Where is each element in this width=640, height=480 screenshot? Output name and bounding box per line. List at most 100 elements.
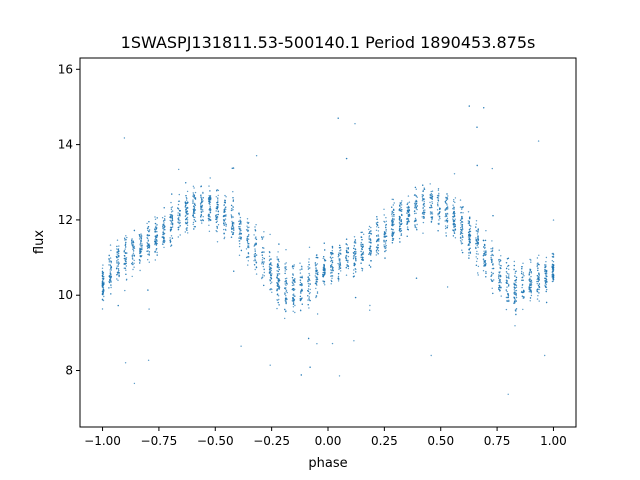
data-point <box>329 256 332 258</box>
data-point <box>530 280 533 282</box>
data-point <box>209 177 211 179</box>
data-point <box>276 256 278 258</box>
data-point <box>429 196 431 198</box>
data-point <box>316 278 319 281</box>
data-point <box>308 261 310 263</box>
data-point <box>369 250 371 252</box>
data-point <box>209 198 211 201</box>
data-point <box>446 215 448 217</box>
data-point <box>316 313 319 315</box>
data-point <box>156 235 158 237</box>
data-point <box>232 225 234 227</box>
data-point <box>453 208 455 210</box>
data-point <box>284 281 286 283</box>
data-point <box>193 187 195 189</box>
data-point <box>202 192 204 194</box>
data-point <box>490 271 493 274</box>
data-point <box>278 278 280 280</box>
data-point <box>101 283 104 285</box>
data-point <box>383 236 385 238</box>
data-point <box>545 273 547 275</box>
data-point <box>123 255 126 257</box>
data-point <box>208 195 210 197</box>
data-point <box>490 261 493 264</box>
data-point <box>124 243 127 245</box>
data-point <box>208 185 210 187</box>
data-point <box>384 232 387 234</box>
data-point <box>285 287 287 289</box>
data-point <box>346 247 348 249</box>
data-point <box>238 212 240 214</box>
data-point <box>476 244 478 247</box>
data-point <box>101 272 104 275</box>
data-point <box>392 229 394 231</box>
data-point <box>123 249 126 252</box>
data-point <box>462 212 464 214</box>
data-point <box>309 292 311 294</box>
data-point <box>530 259 532 261</box>
data-point <box>124 252 127 254</box>
data-point <box>482 258 485 260</box>
data-point <box>233 229 235 231</box>
data-point <box>468 234 470 236</box>
data-point <box>291 266 294 268</box>
data-point <box>415 188 417 190</box>
data-point <box>515 281 517 283</box>
data-point <box>223 222 225 225</box>
data-point <box>209 195 212 197</box>
data-point <box>421 196 424 198</box>
data-point <box>270 274 273 277</box>
data-point <box>154 222 157 225</box>
data-point <box>110 260 112 263</box>
data-point <box>192 193 195 195</box>
data-point <box>477 253 479 255</box>
data-point <box>247 227 249 229</box>
data-point <box>398 229 401 232</box>
data-point <box>331 252 333 254</box>
data-point <box>391 219 393 221</box>
data-point <box>347 259 349 262</box>
data-point <box>125 241 127 244</box>
data-point <box>398 222 401 224</box>
data-point <box>223 237 225 240</box>
data-point <box>399 204 401 206</box>
data-point <box>277 264 280 267</box>
data-point <box>276 274 279 276</box>
data-point <box>293 264 295 266</box>
data-point <box>123 137 126 139</box>
data-point <box>171 215 173 218</box>
data-point <box>154 218 157 220</box>
data-point <box>110 272 112 275</box>
data-point <box>392 221 394 224</box>
data-point <box>146 235 149 237</box>
data-point <box>171 218 174 220</box>
data-point <box>499 258 501 261</box>
data-point <box>233 223 235 225</box>
data-point <box>506 299 508 302</box>
data-point <box>353 264 356 267</box>
data-point <box>240 223 242 225</box>
data-point <box>200 204 202 206</box>
data-point <box>537 280 539 283</box>
data-point <box>262 256 264 259</box>
data-point <box>400 220 402 223</box>
data-point <box>537 263 540 266</box>
data-point <box>493 279 495 281</box>
data-point <box>391 198 393 200</box>
data-point <box>125 258 127 260</box>
data-point <box>331 280 333 283</box>
data-point <box>368 253 370 255</box>
data-point <box>378 240 380 242</box>
data-point <box>338 375 341 377</box>
data-point <box>330 266 332 268</box>
data-point <box>551 266 553 268</box>
data-point <box>164 215 166 217</box>
data-point <box>126 252 128 254</box>
data-point <box>246 237 249 240</box>
data-point <box>101 286 104 289</box>
data-point <box>186 221 189 223</box>
data-point <box>147 229 149 231</box>
data-point <box>262 261 264 263</box>
data-point <box>383 208 385 210</box>
